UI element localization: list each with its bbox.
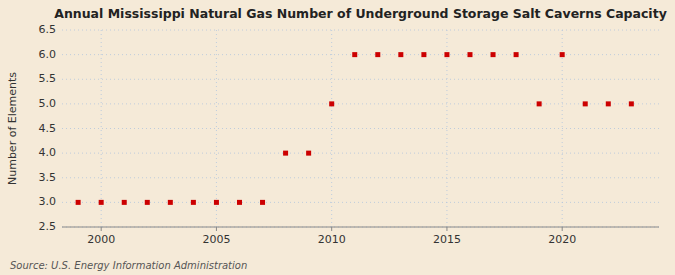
y-tick-label: 5.0 <box>39 97 57 110</box>
point <box>444 52 449 57</box>
y-tick-label: 6.0 <box>39 48 57 61</box>
y-grid-line <box>62 79 659 80</box>
point <box>352 52 357 57</box>
point <box>514 52 519 57</box>
x-grid-line <box>331 30 332 227</box>
points <box>76 52 634 205</box>
source: Source: U.S. Energy Information Administ… <box>10 260 247 271</box>
point <box>329 101 334 106</box>
y-tick-label: 5.5 <box>39 72 57 85</box>
y-tick-label: 3.5 <box>39 171 57 184</box>
x-tick <box>331 227 332 231</box>
y-grid-line <box>62 128 659 129</box>
y-tick-label: 4.5 <box>39 122 57 135</box>
y-tick-label: 4.0 <box>39 146 57 159</box>
point <box>237 200 242 205</box>
x-tick <box>562 227 563 231</box>
point <box>583 101 588 106</box>
point <box>122 200 127 205</box>
y-grid-line <box>62 153 659 154</box>
point <box>260 200 265 205</box>
y-tick-label: 3.0 <box>39 195 57 208</box>
y-tick-label: 6.5 <box>39 23 57 36</box>
point <box>306 151 311 156</box>
y-grid-line <box>62 177 659 178</box>
point <box>467 52 472 57</box>
title: Annual Mississippi Natural Gas Number of… <box>54 6 667 21</box>
x-tick-label: 2000 <box>87 233 115 246</box>
x-tick <box>446 227 447 231</box>
x-tick-label: 2020 <box>548 233 576 246</box>
y-grid-line <box>62 227 659 228</box>
y-tick-label: 2.5 <box>39 220 57 233</box>
y-grid-line <box>62 30 659 31</box>
x-grid-line <box>562 30 563 227</box>
point <box>283 151 288 156</box>
point <box>629 101 634 106</box>
x-axis-line <box>62 227 659 228</box>
y-grid-line <box>62 54 659 55</box>
y-axis-label: Number of Elements <box>6 72 19 185</box>
x-grid-line <box>446 30 447 227</box>
point <box>491 52 496 57</box>
point <box>168 200 173 205</box>
point <box>214 200 219 205</box>
axes: 2.5 3.0 3.5 4.0 4.5 5.0 5.5 6.0 6.5 2000 2005 2010 2… <box>39 23 660 246</box>
point <box>560 52 565 57</box>
point <box>375 52 380 57</box>
y-grid-line <box>62 103 659 104</box>
point <box>99 200 104 205</box>
x-tick-label: 2010 <box>318 233 346 246</box>
point <box>191 200 196 205</box>
point <box>421 52 426 57</box>
point <box>145 200 150 205</box>
x-grid-line <box>216 30 217 227</box>
point <box>398 52 403 57</box>
x-tick-label: 2015 <box>433 233 461 246</box>
x-tick <box>101 227 102 231</box>
chart: 2.5 3.0 3.5 4.0 4.5 5.0 5.5 6.0 6.5 2000 2005 2010 2… <box>0 0 675 275</box>
x-grid-line <box>101 30 102 227</box>
x-tick <box>216 227 217 231</box>
point <box>606 101 611 106</box>
point <box>537 101 542 106</box>
background <box>0 0 675 275</box>
y-grid-line <box>62 202 659 203</box>
x-tick-label: 2005 <box>202 233 230 246</box>
point <box>76 200 81 205</box>
